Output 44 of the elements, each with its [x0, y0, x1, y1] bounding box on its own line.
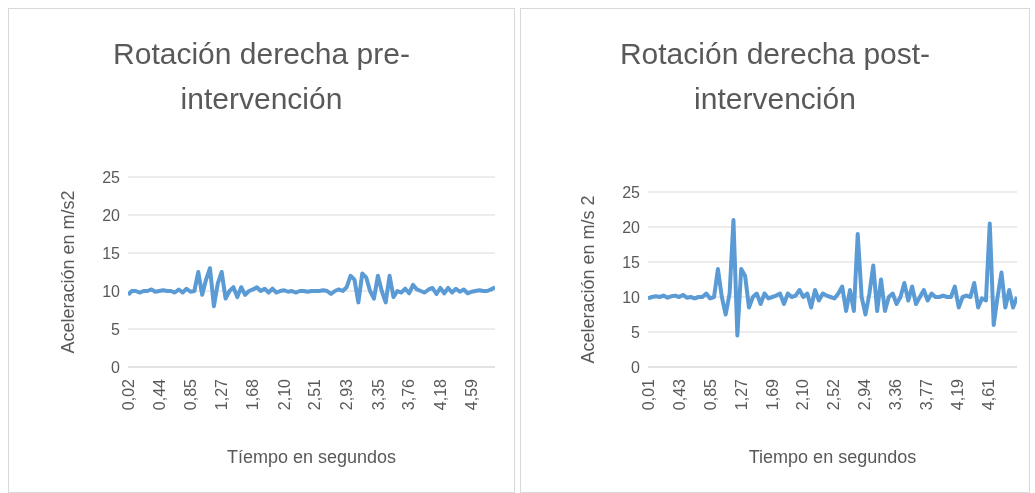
x-tick-label: 2,10 — [794, 378, 812, 411]
y-axis-title: Aceleración en m/s2 — [58, 190, 79, 354]
x-tick-label: 4,61 — [979, 378, 997, 411]
x-tick-label: 4,18 — [431, 378, 449, 411]
y-tick-label: 25 — [622, 183, 641, 201]
y-tick-label: 10 — [102, 282, 121, 300]
x-tick-label: 3,77 — [917, 378, 935, 411]
x-tick-label: 0,01 — [639, 378, 657, 411]
x-tick-label: 1,69 — [763, 378, 781, 411]
x-tick-label: 2,52 — [825, 378, 843, 411]
y-axis-title: Aceleración en m/s 2 — [578, 195, 599, 364]
line-series — [648, 218, 1017, 338]
x-axis-title: Tíempo en segundos — [226, 447, 397, 467]
x-tick-label: 0,44 — [151, 378, 169, 411]
chart-title: Rotación derecha post-intervención — [618, 36, 932, 117]
y-tick-label: 15 — [102, 244, 121, 262]
x-tick-label: 1,27 — [213, 378, 231, 411]
x-tick-label: 0,85 — [701, 378, 719, 411]
y-tick-label: 20 — [102, 206, 121, 224]
x-tick-label: 3,35 — [369, 378, 387, 411]
y-tick-label: 5 — [631, 323, 641, 341]
x-tick-label: 2,51 — [306, 378, 324, 411]
chart-title: Rotación derecha pre-intervención — [112, 36, 411, 117]
x-tick-label: 4,19 — [948, 378, 966, 411]
y-tick-label: 0 — [631, 358, 641, 376]
x-tick-label: 0,02 — [119, 378, 137, 411]
x-tick-label: 0,85 — [181, 378, 199, 411]
y-tick-label: 5 — [111, 320, 121, 338]
y-tick-label: 20 — [622, 218, 641, 236]
x-tick-label: 3,36 — [887, 378, 905, 411]
x-axis-title: Tiempo en segundos — [748, 447, 917, 467]
y-tick-label: 25 — [102, 168, 121, 186]
x-tick-label: 1,27 — [732, 378, 750, 411]
x-tick-label: 0,43 — [670, 378, 688, 411]
x-tick-label: 2,93 — [337, 378, 355, 411]
line-series — [128, 266, 495, 309]
x-tick-label: 2,10 — [275, 378, 293, 411]
x-tick-label: 1,68 — [244, 378, 262, 411]
x-tick-label: 2,94 — [856, 378, 874, 411]
x-tick-label: 4,59 — [462, 378, 480, 411]
y-tick-label: 0 — [111, 358, 121, 376]
x-tick-label: 3,76 — [400, 378, 418, 411]
y-tick-label: 10 — [622, 288, 641, 306]
y-tick-label: 15 — [622, 253, 641, 271]
